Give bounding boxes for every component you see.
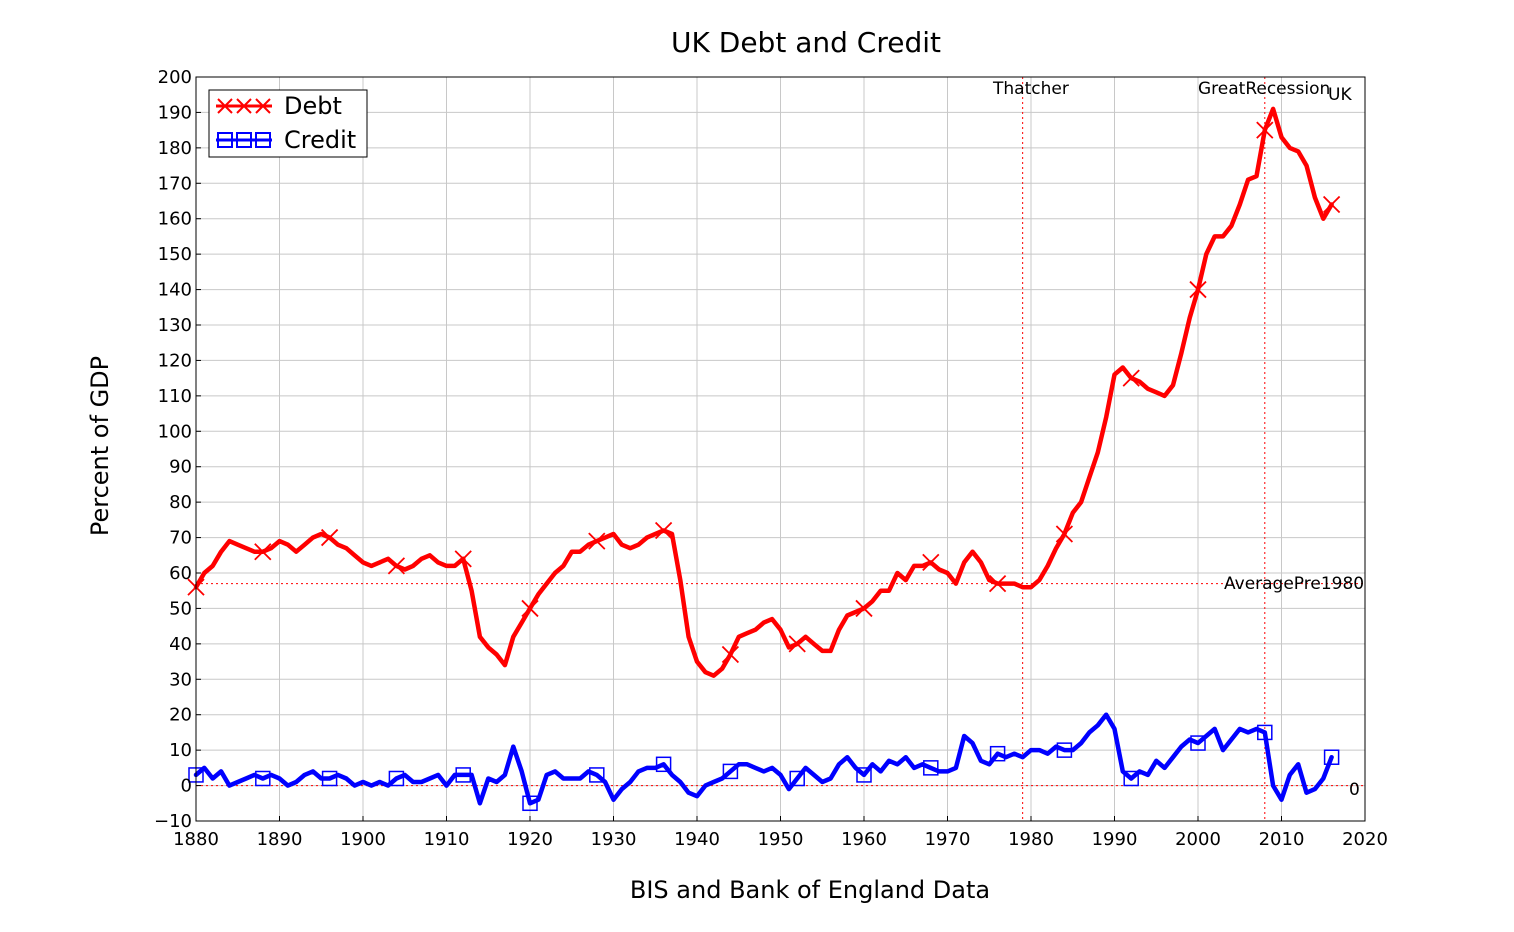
x-tick-label: 1880 bbox=[173, 829, 219, 850]
data-point-credit bbox=[255, 770, 271, 787]
reference-lines bbox=[196, 77, 1365, 821]
y-axis-title: Percent of GDP bbox=[86, 356, 114, 536]
y-tick-label: 180 bbox=[158, 138, 192, 159]
data-point-debt bbox=[254, 543, 272, 561]
series-line-debt bbox=[193, 106, 1334, 678]
data-point-debt bbox=[721, 645, 740, 664]
data-point-credit bbox=[388, 770, 405, 787]
data-point-credit bbox=[522, 795, 538, 812]
legend-box bbox=[208, 89, 368, 158]
y-tick-label: 90 bbox=[169, 457, 192, 478]
legend-label-debt: Debt bbox=[284, 92, 342, 120]
data-point-credit bbox=[923, 760, 939, 776]
data-point-credit bbox=[722, 763, 739, 780]
data-point-credit bbox=[321, 770, 338, 787]
x-tick-label: 1960 bbox=[841, 829, 887, 850]
x-tick-label: 2020 bbox=[1342, 829, 1388, 850]
data-point-debt bbox=[320, 528, 339, 547]
y-tick-label: 70 bbox=[169, 528, 192, 549]
x-tick-label: 2010 bbox=[1259, 829, 1305, 850]
data-point-debt bbox=[1122, 369, 1140, 387]
x-tick-label: 1990 bbox=[1092, 829, 1138, 850]
x-tick-label: 1910 bbox=[424, 829, 470, 850]
x-axis-ticks: 1880 1890 1900 1910 1920 1930 1940 1950 1960 1970… bbox=[173, 816, 1388, 850]
y-tick-label: 80 bbox=[169, 492, 192, 513]
y-tick-label: 110 bbox=[158, 386, 192, 407]
data-point-credit bbox=[1190, 735, 1206, 751]
y-tick-label: 120 bbox=[158, 350, 192, 371]
data-point-debt bbox=[922, 553, 940, 572]
data-point-credit bbox=[789, 770, 805, 787]
y-tick-label: 0 bbox=[181, 776, 192, 797]
x-tick-label: 1890 bbox=[257, 829, 303, 850]
y-tick-label: 40 bbox=[169, 634, 192, 655]
legend-swatch-credit bbox=[216, 132, 272, 148]
legend: Debt Credit bbox=[208, 89, 368, 158]
data-point-credit bbox=[1123, 770, 1139, 787]
y-tick-label: 200 bbox=[158, 67, 192, 88]
data-point-credit bbox=[1323, 749, 1340, 765]
data-point-credit bbox=[989, 745, 1006, 762]
y-tick-label: 10 bbox=[169, 740, 192, 761]
data-point-debt bbox=[654, 521, 673, 540]
data-point-debt bbox=[988, 574, 1007, 593]
y-tick-label: 20 bbox=[169, 705, 192, 726]
data-point-debt bbox=[588, 532, 606, 550]
annotation-average-pre1980: AveragePre1980 bbox=[1224, 574, 1364, 594]
annotation-zero: 0 bbox=[1349, 780, 1360, 800]
x-tick-label: 2000 bbox=[1175, 829, 1221, 850]
annotation-great-recession: GreatRecession bbox=[1198, 79, 1330, 99]
data-point-credit bbox=[589, 767, 605, 783]
legend-swatch-debt bbox=[216, 98, 272, 114]
data-point-credit bbox=[1257, 724, 1273, 741]
data-point-debt bbox=[788, 635, 806, 653]
y-tick-label: 150 bbox=[158, 244, 192, 265]
y-tick-label: 60 bbox=[169, 563, 192, 584]
series-line-credit bbox=[193, 712, 1334, 806]
data-point-credit bbox=[455, 767, 471, 783]
x-tick-label: 1980 bbox=[1008, 829, 1054, 850]
data-point-credit bbox=[856, 767, 872, 783]
data-point-credit bbox=[655, 756, 672, 773]
x-tick-label: 1940 bbox=[674, 829, 720, 850]
data-point-debt bbox=[521, 599, 539, 618]
y-tick-label: 170 bbox=[158, 173, 192, 194]
data-point-debt bbox=[855, 599, 873, 618]
y-tick-label: 50 bbox=[169, 598, 192, 619]
x-tick-label: 1900 bbox=[340, 829, 386, 850]
x-tick-label: 1920 bbox=[507, 829, 553, 850]
x-axis-title: BIS and Bank of England Data bbox=[630, 876, 990, 904]
data-point-debt bbox=[1256, 121, 1274, 139]
data-point-debt bbox=[454, 550, 472, 568]
data-point-credit bbox=[1056, 742, 1073, 758]
legend-label-credit: Credit bbox=[284, 126, 356, 154]
annotation-uk: UK bbox=[1328, 85, 1352, 105]
x-tick-label: 1930 bbox=[591, 829, 637, 850]
data-point-debt bbox=[1055, 525, 1074, 543]
x-tick-label: 1970 bbox=[925, 829, 971, 850]
y-axis-ticks: −10 0 10 20 30 40 50 60 70 80 90 100 110 120 130 140 150… bbox=[154, 67, 201, 832]
data-point-debt bbox=[387, 557, 406, 575]
y-tick-label: 140 bbox=[158, 280, 192, 301]
y-tick-label: 100 bbox=[158, 421, 192, 442]
y-tick-label: 130 bbox=[158, 315, 192, 336]
y-tick-label: 190 bbox=[158, 102, 192, 123]
series-markers bbox=[187, 121, 1341, 812]
x-tick-label: 1950 bbox=[758, 829, 804, 850]
data-point-debt bbox=[1189, 280, 1207, 299]
y-tick-label: −10 bbox=[154, 811, 192, 832]
y-tick-label: 160 bbox=[158, 209, 192, 230]
data-point-debt bbox=[1322, 195, 1341, 214]
series-lines bbox=[193, 106, 1334, 806]
y-tick-label: 30 bbox=[169, 669, 192, 690]
chart-title: UK Debt and Credit bbox=[671, 26, 941, 59]
grid-lines bbox=[196, 77, 1365, 821]
annotation-thatcher: Thatcher bbox=[992, 79, 1069, 99]
